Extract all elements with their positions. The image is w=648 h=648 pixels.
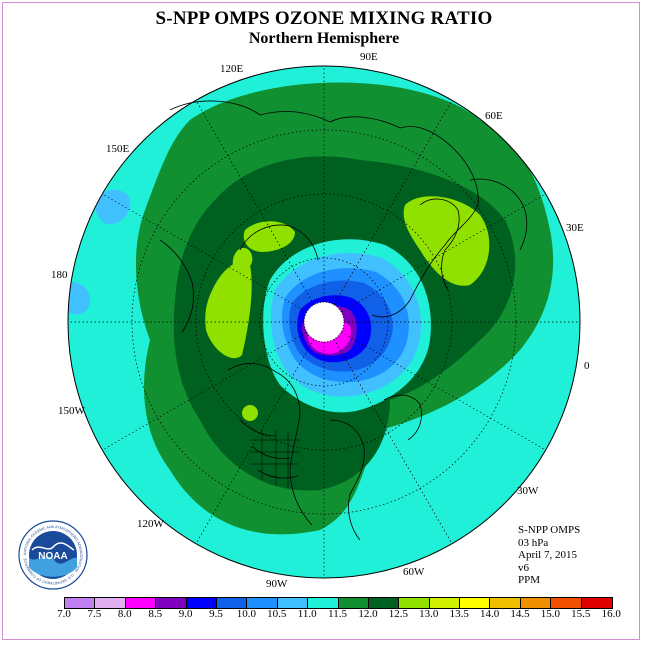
colorbar-swatch — [429, 598, 461, 608]
contour-level-10-5 — [68, 281, 90, 315]
colorbar-tick-label: 10.5 — [267, 608, 287, 620]
info-level: 03 hPa — [518, 536, 549, 549]
lon-label-60e: 60E — [485, 110, 503, 122]
coastlines — [159, 100, 528, 541]
meridian-line — [341, 193, 546, 313]
contour-level-12-5 — [403, 196, 490, 286]
lon-label-90e: 90E — [360, 51, 378, 63]
lon-label-90w: 90W — [266, 578, 288, 590]
colorbar-tick-label: 12.0 — [358, 608, 378, 620]
colorbar-swatch — [125, 598, 157, 608]
colorbar-swatch — [520, 598, 552, 608]
lon-label-150w: 150W — [58, 405, 85, 417]
info-instrument: S-NPP OMPS — [518, 524, 581, 536]
colorbar-tick-label: 9.5 — [209, 608, 223, 620]
colorbar-swatch — [490, 598, 521, 608]
lon-label-120e: 120E — [220, 63, 244, 75]
noaa-logo-text: NOAA — [38, 551, 67, 562]
colorbar-swatch — [551, 598, 582, 608]
colorbar-tick-label: 10.0 — [236, 608, 257, 620]
lon-label-180: 180 — [51, 269, 68, 281]
colorbar-tick-label: 8.5 — [148, 608, 163, 620]
noaa-logo: NOAA NATIONAL OCEANIC AND ATMOSPHERIC AD… — [18, 520, 88, 590]
colorbar-tick-label: 8.0 — [117, 608, 132, 620]
colorbar-swatch — [216, 598, 248, 608]
colorbar-swatch — [65, 598, 96, 608]
colorbar-swatch — [308, 598, 339, 608]
figure-frame — [2, 2, 640, 640]
lon-label-60w: 60W — [403, 566, 425, 578]
state-borders — [250, 430, 300, 488]
meridian-line — [195, 100, 315, 305]
colorbar-tick-label: 12.5 — [388, 608, 409, 620]
colorbar — [64, 597, 614, 609]
colorbar-swatch — [156, 598, 187, 608]
colorbar-swatch — [95, 598, 126, 608]
meridians — [68, 66, 580, 578]
colorbar-tick-label: 13.5 — [449, 608, 469, 620]
colorbar-swatch — [399, 598, 430, 608]
colorbar-tick-label: 7.0 — [57, 608, 71, 620]
lon-label-120w: 120W — [137, 518, 164, 530]
info-units: PPM — [518, 574, 541, 586]
colorbar-swatch — [460, 598, 491, 608]
meridian-line — [341, 331, 546, 451]
map-subtitle: Northern Hemisphere — [248, 30, 400, 47]
meridian-line — [102, 193, 307, 313]
map-title: S-NPP OMPS OZONE MIXING RATIO — [155, 8, 493, 29]
contour-level-12-5 — [242, 405, 258, 421]
contour-level-12-5 — [243, 221, 295, 252]
colorbar-swatch — [368, 598, 400, 608]
colorbar-tick-label: 14.0 — [479, 608, 500, 620]
map-boundary — [67, 65, 581, 579]
meridian-line — [195, 339, 315, 544]
info-version: v6 — [518, 561, 529, 574]
lon-label-30e: 30E — [566, 222, 584, 234]
contour-level-12-5 — [205, 261, 252, 359]
colorbar-tick-label: 13.0 — [419, 608, 439, 620]
colorbar-swatch — [186, 598, 217, 608]
meridian-line — [333, 339, 453, 544]
colorbar-tick-label: 15.5 — [571, 608, 591, 620]
colorbar-tick-label: 9.0 — [178, 608, 193, 620]
colorbar-swatch — [338, 598, 369, 608]
polar-night-no-data — [303, 301, 345, 343]
colorbar-swatch — [581, 598, 613, 608]
contour-level-12-5 — [232, 247, 253, 273]
colorbar-swatch — [277, 598, 309, 608]
lon-label-0: 0 — [584, 360, 590, 372]
meridian-line — [333, 100, 453, 305]
meridian-line — [102, 331, 307, 451]
colorbar-tick-label: 7.5 — [87, 608, 102, 620]
colorbar-tick-label: 15.0 — [540, 608, 561, 620]
colorbar-tick-label: 14.5 — [510, 608, 530, 620]
lon-label-30w: 30W — [517, 485, 539, 497]
colorbar-swatch — [247, 598, 278, 608]
colorbar-tick-label: 16.0 — [601, 608, 621, 620]
info-date: April 7, 2015 — [518, 549, 577, 561]
contour-level-10-5 — [95, 189, 131, 225]
colorbar-tick-label: 11.0 — [297, 608, 317, 620]
colorbar-tick-label: 11.5 — [328, 608, 348, 620]
lon-label-150e: 150E — [106, 143, 130, 155]
ozone-contours — [68, 66, 580, 578]
product-info: S-NPP OMPS 03 hPa April 7, 2015 v6 PPM — [518, 524, 580, 587]
